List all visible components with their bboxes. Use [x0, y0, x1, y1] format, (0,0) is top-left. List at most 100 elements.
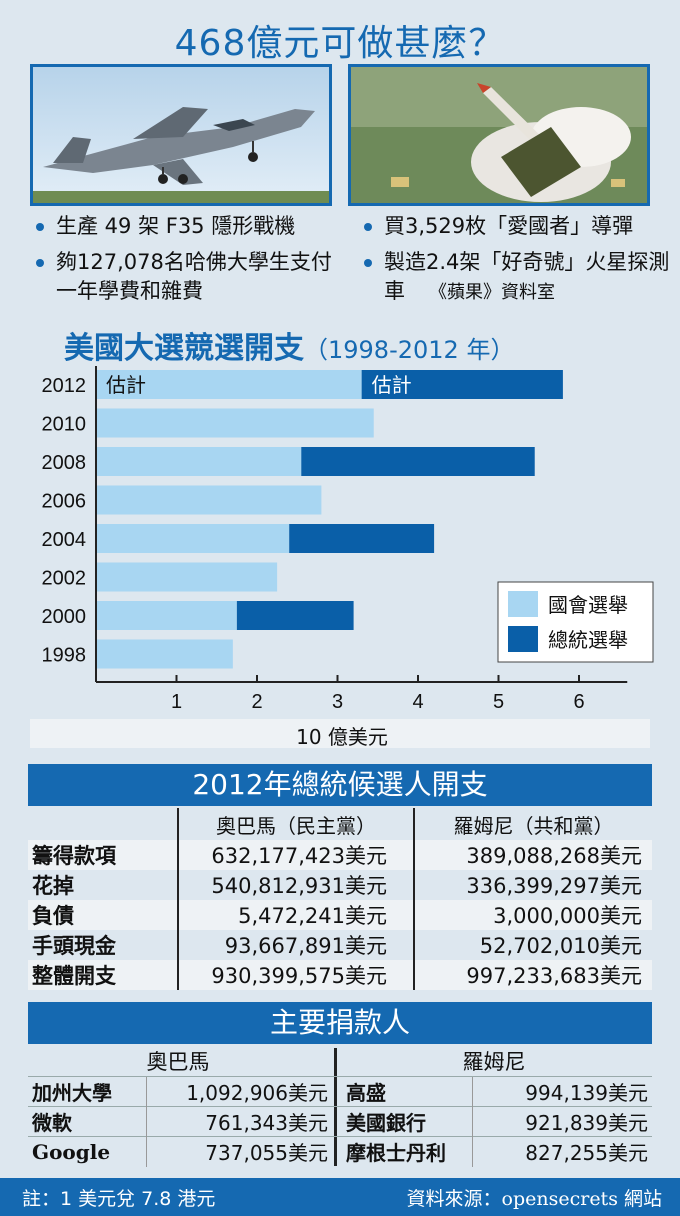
- y-tick-label: 2002: [42, 568, 87, 590]
- bar: [96, 485, 322, 515]
- fact-item: 生產 49 架 F35 隱形戰機: [28, 212, 338, 241]
- cell-value: 389,088,268美元: [413, 840, 652, 870]
- x-axis-label-band: [30, 719, 650, 748]
- bullet-dot-icon: [364, 259, 372, 267]
- y-tick-label: 2010: [42, 414, 87, 436]
- row-label: 整體開支: [28, 960, 178, 990]
- legend-label: 國會選舉: [548, 593, 628, 617]
- column-header: 羅姆尼（共和黨）: [413, 808, 652, 840]
- patriot-missile-photo: [348, 64, 650, 206]
- donor-amount: 761,343美元: [145, 1106, 334, 1137]
- spending-bar-chart: 2012 估計 估計 2010 2008 2006 2004 2002 2000 1998 1 2 3 4…: [42, 366, 654, 749]
- donor-name: 高盛: [334, 1076, 472, 1107]
- bar: [96, 601, 237, 630]
- table-row: 負債 5,472,241美元 3,000,000美元: [28, 900, 652, 930]
- y-tick-label: 2008: [42, 452, 87, 474]
- y-tick-label: 2006: [42, 491, 87, 513]
- cell-value: 336,399,297美元: [413, 870, 652, 900]
- cell-value: 52,702,010美元: [413, 930, 652, 960]
- bar: [96, 408, 374, 438]
- bar: [236, 601, 354, 630]
- donor-name: 摩根士丹利: [334, 1136, 472, 1167]
- row-label: 負債: [28, 900, 178, 930]
- bar: [96, 562, 278, 592]
- bar: [301, 447, 535, 476]
- donors-table: 加州大學 1,092,906美元 高盛 994,139美元 微軟 761,343美元 美國…: [28, 1076, 652, 1167]
- y-tick-label: 2004: [42, 529, 87, 551]
- donor-name: 加州大學: [28, 1076, 146, 1107]
- fact-item: 製造2.4架「好奇號」火星探測車 《蘋果》資料室: [356, 248, 676, 307]
- donors-candidate-row: 奧巴馬 羅姆尼: [28, 1046, 652, 1076]
- column-header: 奧巴馬（民主黨）: [177, 808, 414, 840]
- x-tick-label: 4: [412, 691, 423, 713]
- table-row: 整體開支 930,399,575美元 997,233,683美元: [28, 960, 652, 990]
- left-fact-list: 生產 49 架 F35 隱形戰機 夠127,078名哈佛大學生支付一年學費和雜費: [28, 212, 338, 313]
- cell-value: 632,177,423美元: [177, 840, 414, 870]
- y-tick-label: 1998: [42, 645, 87, 667]
- row-label: 花掉: [32, 873, 74, 898]
- donor-amount: 1,092,906美元: [145, 1076, 334, 1107]
- bullet-dot-icon: [364, 223, 372, 231]
- table-row: 籌得款項 632,177,423美元 389,088,268美元: [28, 840, 652, 870]
- spending-table: 奧巴馬（民主黨） 羅姆尼（共和黨） 籌得款項 632,177,423美元 389,0…: [28, 808, 652, 990]
- f35-jet-photo: [30, 64, 332, 206]
- page-title: 468億元可做甚麼？: [174, 23, 506, 64]
- donor-amount: 994,139美元: [471, 1076, 652, 1107]
- cell-value: 930,399,575美元: [177, 960, 414, 990]
- cell-value: 5,472,241美元: [177, 900, 414, 930]
- table-header-row: 奧巴馬（民主黨） 羅姆尼（共和黨）: [28, 808, 652, 840]
- bar-label: 估計: [372, 373, 412, 397]
- x-axis-label: 10 億美元: [296, 725, 388, 749]
- bar-label: 估計: [106, 373, 146, 397]
- cell-value: 93,667,891美元: [177, 930, 414, 960]
- cell-value: 540,812,931美元: [177, 870, 414, 900]
- row-label: 手頭現金: [32, 933, 116, 958]
- chart-title: 美國大選競選開支（1998-2012 年）: [64, 331, 515, 366]
- bar: [96, 370, 362, 399]
- x-tick-label: 6: [573, 691, 584, 713]
- x-tick-label: 2: [251, 691, 262, 713]
- legend-label: 總統選舉: [548, 628, 628, 652]
- table-row: 加州大學 1,092,906美元 高盛 994,139美元: [28, 1076, 652, 1107]
- y-tick-label: 2000: [42, 606, 87, 628]
- donor-amount: 827,255美元: [471, 1136, 652, 1167]
- donor-name: 美國銀行: [334, 1106, 472, 1137]
- table-row: 花掉 540,812,931美元 336,399,297美元: [28, 870, 652, 900]
- table-row: Google 737,055美元 摩根士丹利 827,255美元: [28, 1136, 652, 1167]
- bullet-dot-icon: [36, 223, 44, 231]
- x-tick-label: 1: [171, 691, 182, 713]
- fact-item: 買3,529枚「愛國者」導彈: [356, 212, 676, 241]
- legend-swatch: [508, 626, 538, 652]
- donor-amount: 737,055美元: [145, 1136, 334, 1167]
- currency-note: 註：1 美元兌 7.8 港元: [22, 1188, 216, 1210]
- y-tick-label: 2012: [42, 375, 87, 397]
- cell-value: 3,000,000美元: [413, 900, 652, 930]
- x-tick-label: 5: [493, 691, 504, 713]
- bar: [96, 447, 302, 476]
- bar: [289, 524, 435, 553]
- donors-table-title: 主要捐款人: [28, 1002, 652, 1044]
- right-fact-list: 買3,529枚「愛國者」導彈 製造2.4架「好奇號」火星探測車 《蘋果》資料室: [356, 212, 676, 314]
- candidate-name: 羅姆尼: [462, 1050, 526, 1074]
- bar: [96, 639, 233, 669]
- bullet-dot-icon: [36, 259, 44, 267]
- donor-amount: 921,839美元: [471, 1106, 652, 1137]
- table-corner: [28, 808, 178, 840]
- row-label: 籌得款項: [28, 840, 178, 870]
- credit-text: 《蘋果》資料室: [429, 282, 555, 303]
- bar: [96, 524, 290, 553]
- table-row: 微軟 761,343美元 美國銀行 921,839美元: [28, 1106, 652, 1137]
- donor-name: 微軟: [28, 1106, 146, 1137]
- source-credit: 資料來源：opensecrets 網站: [406, 1188, 662, 1210]
- footer-bar: 註：1 美元兌 7.8 港元 資料來源：opensecrets 網站: [0, 1178, 680, 1216]
- legend-swatch: [508, 591, 538, 617]
- cell-value: 997,233,683美元: [413, 960, 652, 990]
- candidate-name: 奧巴馬: [146, 1050, 210, 1074]
- bar: [361, 370, 563, 399]
- x-tick-label: 3: [332, 691, 343, 713]
- fact-item: 夠127,078名哈佛大學生支付一年學費和雜費: [28, 248, 338, 306]
- chart-subtitle: （1998-2012 年）: [304, 336, 515, 364]
- table-row: 手頭現金 93,667,891美元 52,702,010美元: [28, 930, 652, 960]
- donor-name: Google: [28, 1136, 146, 1167]
- spending-table-title: 2012年總統候選人開支: [28, 764, 652, 806]
